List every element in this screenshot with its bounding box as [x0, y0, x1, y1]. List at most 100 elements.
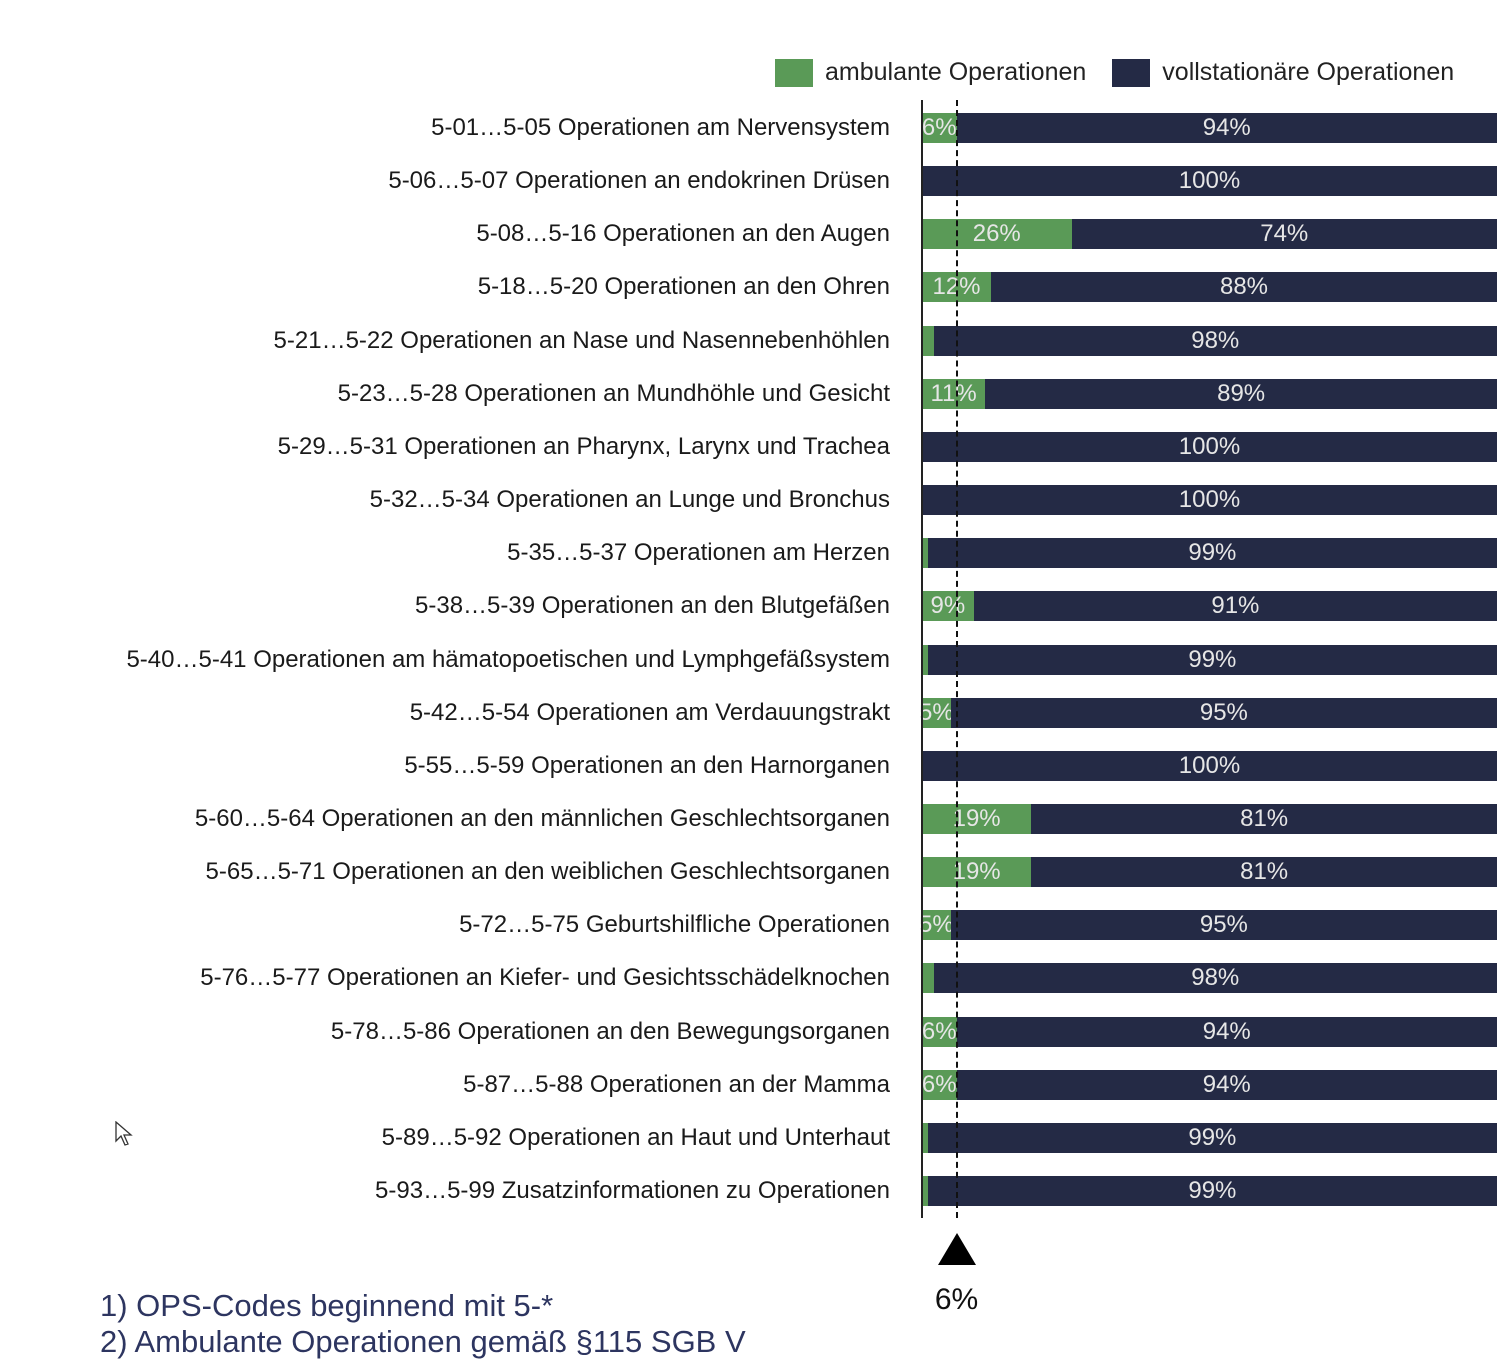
data-label-stationaer: 98%	[1191, 326, 1240, 354]
data-label-stationaer: 99%	[1188, 645, 1237, 673]
legend-label-ambulant: ambulante Operationen	[825, 58, 1087, 86]
data-label-ambulant: 6%	[921, 1017, 957, 1045]
bar-ambulant	[922, 697, 951, 728]
category-label: 5-21…5-22 Operationen an Nase und Nasenn…	[273, 326, 890, 354]
bar-ambulant	[922, 1176, 928, 1206]
footnotes: 1) OPS-Codes beginnend mit 5-* 2) Ambula…	[100, 1288, 746, 1360]
bar-stationaer	[927, 644, 1497, 675]
data-label-stationaer: 88%	[1219, 273, 1269, 301]
bar-ambulant	[922, 963, 934, 994]
data-label-stationaer: 95%	[1199, 698, 1248, 726]
category-label: 5-72…5-75 Geburtshilfliche Operationen	[459, 911, 890, 939]
category-label: 5-29…5-31 Operationen an Pharynx, Larynx…	[277, 432, 890, 460]
bar-stationaer	[973, 591, 1497, 622]
category-label: 5-06…5-07 Operationen an endokrinen Drüs…	[388, 167, 890, 195]
bar-stationaer	[950, 910, 1497, 941]
bar-stationaer	[933, 325, 1497, 356]
bar-stationaer	[985, 378, 1497, 409]
bar-stationaer	[991, 272, 1497, 303]
category-label: 5-35…5-37 Operationen am Herzen	[507, 539, 890, 567]
category-label: 5-65…5-71 Operationen an den weiblichen …	[205, 858, 890, 886]
category-label: 5-23…5-28 Operationen an Mundhöhle und G…	[337, 379, 890, 407]
bar-stationaer	[927, 1122, 1497, 1153]
category-label: 5-38…5-39 Operationen an den Blutgefäßen	[415, 592, 890, 620]
data-label-stationaer: 95%	[1199, 911, 1248, 939]
category-label: 5-55…5-59 Operationen an den Harnorganen	[404, 751, 890, 779]
category-label: 5-87…5-88 Operationen an der Mamma	[463, 1070, 890, 1098]
legend-label-stationaer: vollstationäre Operationen	[1162, 58, 1455, 86]
data-label-stationaer: 94%	[1202, 1070, 1251, 1098]
chart-legend: ambulante Operationen vollstationäre Ope…	[775, 58, 1480, 87]
footnote-1: 1) OPS-Codes beginnend mit 5-*	[100, 1288, 554, 1323]
bar-ambulant	[922, 803, 1032, 834]
category-label: 5-01…5-05 Operationen am Nervensystem	[431, 114, 890, 141]
bar-ambulant	[922, 378, 986, 409]
bar-stationaer	[922, 485, 1497, 516]
reference-marker-triangle-icon	[937, 1233, 976, 1265]
data-label-ambulant: 9%	[930, 592, 966, 620]
bar-ambulant	[922, 113, 957, 143]
data-label-ambulant: 19%	[952, 858, 1001, 886]
bar-ambulant	[922, 857, 1032, 888]
data-label-stationaer: 94%	[1202, 1017, 1251, 1045]
data-label-stationaer: 94%	[1202, 114, 1251, 141]
data-label-ambulant: 5%	[919, 911, 954, 939]
bar-stationaer	[956, 1016, 1497, 1047]
bar-stationaer	[1031, 803, 1497, 834]
data-label-ambulant: 26%	[972, 220, 1021, 248]
category-label: 5-60…5-64 Operationen an den männlichen …	[194, 804, 890, 832]
legend-item-stationaer: vollstationäre Operationen	[1112, 58, 1454, 87]
bar-stationaer	[956, 113, 1497, 143]
bar-stationaer	[1031, 857, 1497, 888]
data-label-stationaer: 99%	[1188, 1177, 1237, 1204]
data-label-ambulant: 6%	[921, 114, 957, 141]
footnote-2: 2) Ambulante Operationen gemäß §115 SGB …	[100, 1324, 746, 1359]
mouse-cursor-icon	[115, 1121, 133, 1146]
bar-stationaer	[922, 750, 1497, 781]
data-label-ambulant: 11%	[930, 379, 977, 407]
category-label: 5-42…5-54 Operationen am Verdauungstrakt	[409, 698, 890, 726]
category-label: 5-93…5-99 Zusatzinformationen zu Operati…	[375, 1177, 890, 1204]
data-label-stationaer: 81%	[1240, 804, 1289, 832]
bar-ambulant	[922, 219, 1072, 250]
category-label: 5-76…5-77 Operationen an Kiefer- und Ges…	[200, 964, 890, 992]
data-label-stationaer: 100%	[1178, 167, 1241, 195]
y-axis-line	[921, 100, 923, 1218]
legend-swatch-ambulant	[775, 58, 813, 87]
data-label-ambulant: 19%	[952, 804, 1001, 832]
bar-ambulant	[922, 591, 974, 622]
data-label-stationaer: 99%	[1188, 1123, 1237, 1151]
category-label: 5-78…5-86 Operationen an den Bewegungsor…	[330, 1017, 890, 1045]
bar-ambulant	[922, 538, 928, 569]
data-label-ambulant: 5%	[919, 698, 954, 726]
bar-ambulant	[922, 1122, 928, 1153]
legend-swatch-stationaer	[1112, 58, 1151, 87]
bar-stationaer	[933, 963, 1497, 994]
data-label-ambulant: 6%	[921, 1070, 957, 1098]
bar-stationaer	[922, 431, 1497, 462]
category-label: 5-89…5-92 Operationen an Haut und Unterh…	[381, 1123, 890, 1151]
reference-line	[955, 100, 958, 1218]
category-label: 5-08…5-16 Operationen an den Augen	[476, 220, 890, 248]
reference-label: 6%	[934, 1283, 979, 1316]
legend-item-ambulant: ambulante Operationen	[775, 58, 1086, 87]
data-label-stationaer: 99%	[1188, 539, 1237, 567]
bar-stationaer	[922, 166, 1497, 197]
bar-stationaer	[927, 1176, 1497, 1206]
bar-ambulant	[922, 325, 934, 356]
bar-ambulant	[922, 1069, 957, 1100]
data-label-stationaer: 100%	[1178, 751, 1241, 779]
category-label: 5-18…5-20 Operationen an den Ohren	[477, 273, 890, 301]
bar-stationaer	[1071, 219, 1497, 250]
category-label: 5-32…5-34 Operationen an Lunge und Bronc…	[369, 486, 890, 514]
bar-stationaer	[956, 1069, 1497, 1100]
data-label-stationaer: 100%	[1178, 432, 1241, 460]
category-label: 5-40…5-41 Operationen am hämatopoetische…	[126, 645, 890, 673]
data-label-stationaer: 100%	[1178, 486, 1241, 514]
data-label-stationaer: 74%	[1260, 220, 1309, 248]
bar-ambulant	[922, 644, 928, 675]
bar-stationaer	[950, 697, 1497, 728]
data-label-stationaer: 89%	[1217, 379, 1266, 407]
bar-ambulant	[922, 910, 951, 941]
